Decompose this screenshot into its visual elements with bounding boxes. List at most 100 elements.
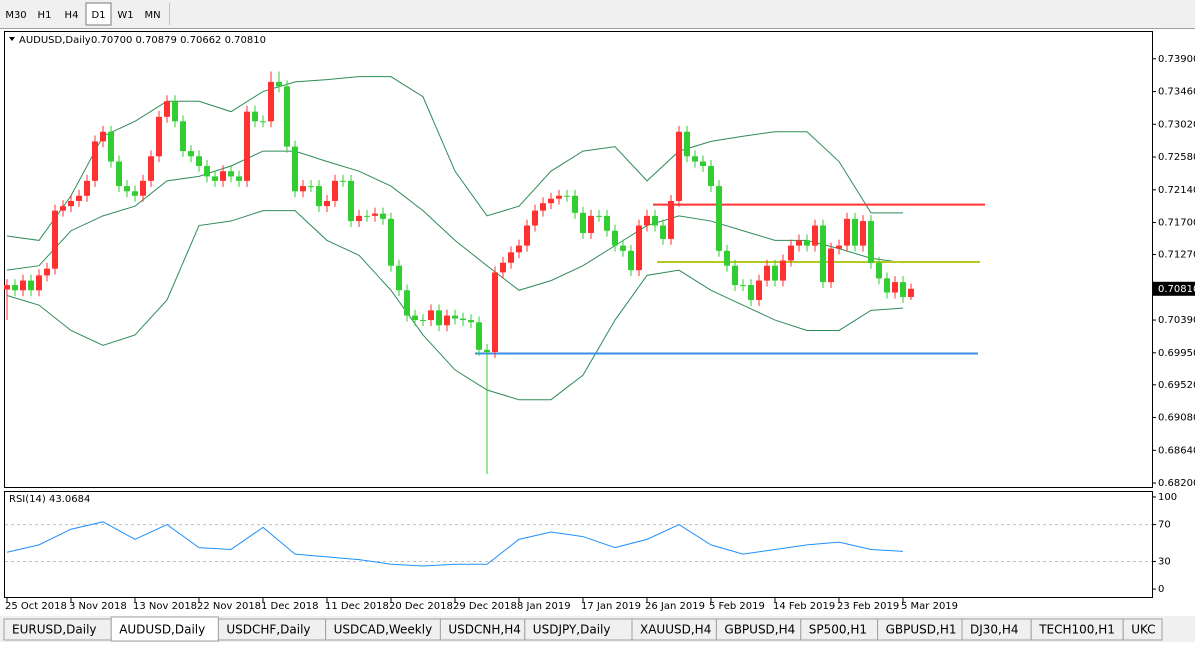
tab[interactable]: USDJPY,Daily xyxy=(524,618,633,641)
tab[interactable]: USDCAD,Weekly xyxy=(325,618,441,641)
candle-body xyxy=(764,265,770,281)
tab-label[interactable]: DJ30,H4 xyxy=(970,623,1019,637)
tab-label[interactable]: UKC xyxy=(1131,623,1155,637)
tab-label[interactable]: USDJPY,Daily xyxy=(533,623,611,637)
tab-label[interactable]: USDCAD,Weekly xyxy=(334,623,433,637)
tab[interactable]: EURUSD,Daily xyxy=(3,618,112,641)
candle-body xyxy=(100,131,106,142)
candle-body xyxy=(804,240,810,246)
candle-body xyxy=(4,285,10,290)
x-tick-label: 1 Dec 2018 xyxy=(261,601,319,612)
candle-body xyxy=(268,81,274,122)
tab[interactable]: DJ30,H4 xyxy=(961,618,1032,641)
candle-body xyxy=(324,200,330,207)
candle-body xyxy=(596,215,602,217)
tab[interactable]: USDCNH,H4 xyxy=(439,618,526,641)
timeframe-label[interactable]: MN xyxy=(144,10,160,21)
candle-body xyxy=(724,250,730,266)
candle-body xyxy=(780,260,786,281)
tab-label[interactable]: USDCHF,Daily xyxy=(226,623,310,637)
current-price-tag xyxy=(1153,281,1195,296)
candle-body xyxy=(60,206,66,211)
tab-label[interactable]: USDCNH,H4 xyxy=(448,623,521,637)
timeframe-button[interactable] xyxy=(59,3,84,25)
tab[interactable]: GBPUSD,H4 xyxy=(715,618,802,641)
tab-label[interactable]: GBPUSD,H4 xyxy=(724,623,795,637)
timeframe-button[interactable] xyxy=(32,3,57,25)
bollinger-upper xyxy=(6,76,903,241)
candle-body xyxy=(812,225,818,246)
x-tick-label: 8 Jan 2019 xyxy=(517,601,571,612)
tab-label[interactable]: AUDUSD,Daily xyxy=(119,623,205,637)
timeframe-label[interactable]: H4 xyxy=(65,10,79,21)
candle-body xyxy=(428,310,434,321)
tab-label[interactable]: XAUUSD,H4 xyxy=(640,623,711,637)
candle-body xyxy=(668,200,674,239)
timeframe-label[interactable]: W1 xyxy=(117,10,133,21)
candle-body xyxy=(244,111,250,181)
tab[interactable]: TECH100,H1 xyxy=(1030,618,1124,641)
timeframe-label[interactable]: M30 xyxy=(5,10,26,21)
candle-body xyxy=(356,215,362,222)
tab-background[interactable] xyxy=(1122,618,1163,641)
candle-body xyxy=(196,156,202,166)
tab-background[interactable] xyxy=(110,616,219,642)
candle-body xyxy=(652,215,658,226)
candle-body xyxy=(756,280,762,300)
timeframe-button[interactable] xyxy=(2,3,30,25)
tab-label[interactable]: GBPUSD,H1 xyxy=(886,623,957,637)
candle-body xyxy=(228,171,234,177)
candle-body xyxy=(460,318,466,321)
candle-body xyxy=(676,131,682,201)
ohlc-label: 0.70700 0.70879 0.70662 0.70810 xyxy=(91,35,266,46)
tab[interactable]: XAUUSD,H4 xyxy=(631,618,717,641)
tab[interactable]: GBPUSD,H1 xyxy=(877,618,963,641)
candle-body xyxy=(20,280,26,291)
timeframe-button[interactable] xyxy=(113,3,138,25)
candle-body xyxy=(180,121,186,152)
candle-body xyxy=(908,288,914,297)
candle-body xyxy=(76,195,82,201)
candle-body xyxy=(844,218,850,246)
candle-body xyxy=(212,176,218,181)
candle-body xyxy=(628,250,634,271)
x-tick-label: 13 Nov 2018 xyxy=(133,601,197,612)
timeframe-label[interactable]: H1 xyxy=(38,10,52,21)
timeframe-button[interactable] xyxy=(85,2,112,26)
candle-body xyxy=(148,156,154,181)
candle-body xyxy=(340,180,346,182)
tab-label[interactable]: SP500,H1 xyxy=(809,623,867,637)
candle-body xyxy=(700,161,706,166)
candle-body xyxy=(740,285,746,287)
tab-label[interactable]: EURUSD,Daily xyxy=(12,623,97,637)
candle-body xyxy=(828,248,834,283)
candle-body xyxy=(708,165,714,187)
rsi-line xyxy=(6,521,904,567)
candle-body xyxy=(788,245,794,261)
candle-body xyxy=(524,225,530,246)
tab[interactable]: USDCHF,Daily xyxy=(217,618,327,641)
tab[interactable]: SP500,H1 xyxy=(800,618,879,641)
candle-body xyxy=(692,156,698,162)
timeframe-label[interactable]: D1 xyxy=(91,10,105,21)
rsi-tick-label: 30 xyxy=(1158,556,1171,567)
candle-body xyxy=(28,280,34,291)
timeframe-button[interactable] xyxy=(140,3,165,25)
tab[interactable]: UKC xyxy=(1122,618,1163,641)
candle-body xyxy=(820,225,826,283)
candle-body xyxy=(476,322,482,350)
candle-body xyxy=(868,221,874,263)
tab-label[interactable]: TECH100,H1 xyxy=(1038,623,1115,637)
x-tick-label: 3 Nov 2018 xyxy=(69,601,127,612)
candle-body xyxy=(660,225,666,239)
candle-body xyxy=(68,200,74,207)
candle-body xyxy=(12,285,18,291)
tab[interactable]: AUDUSD,Daily xyxy=(110,616,219,642)
